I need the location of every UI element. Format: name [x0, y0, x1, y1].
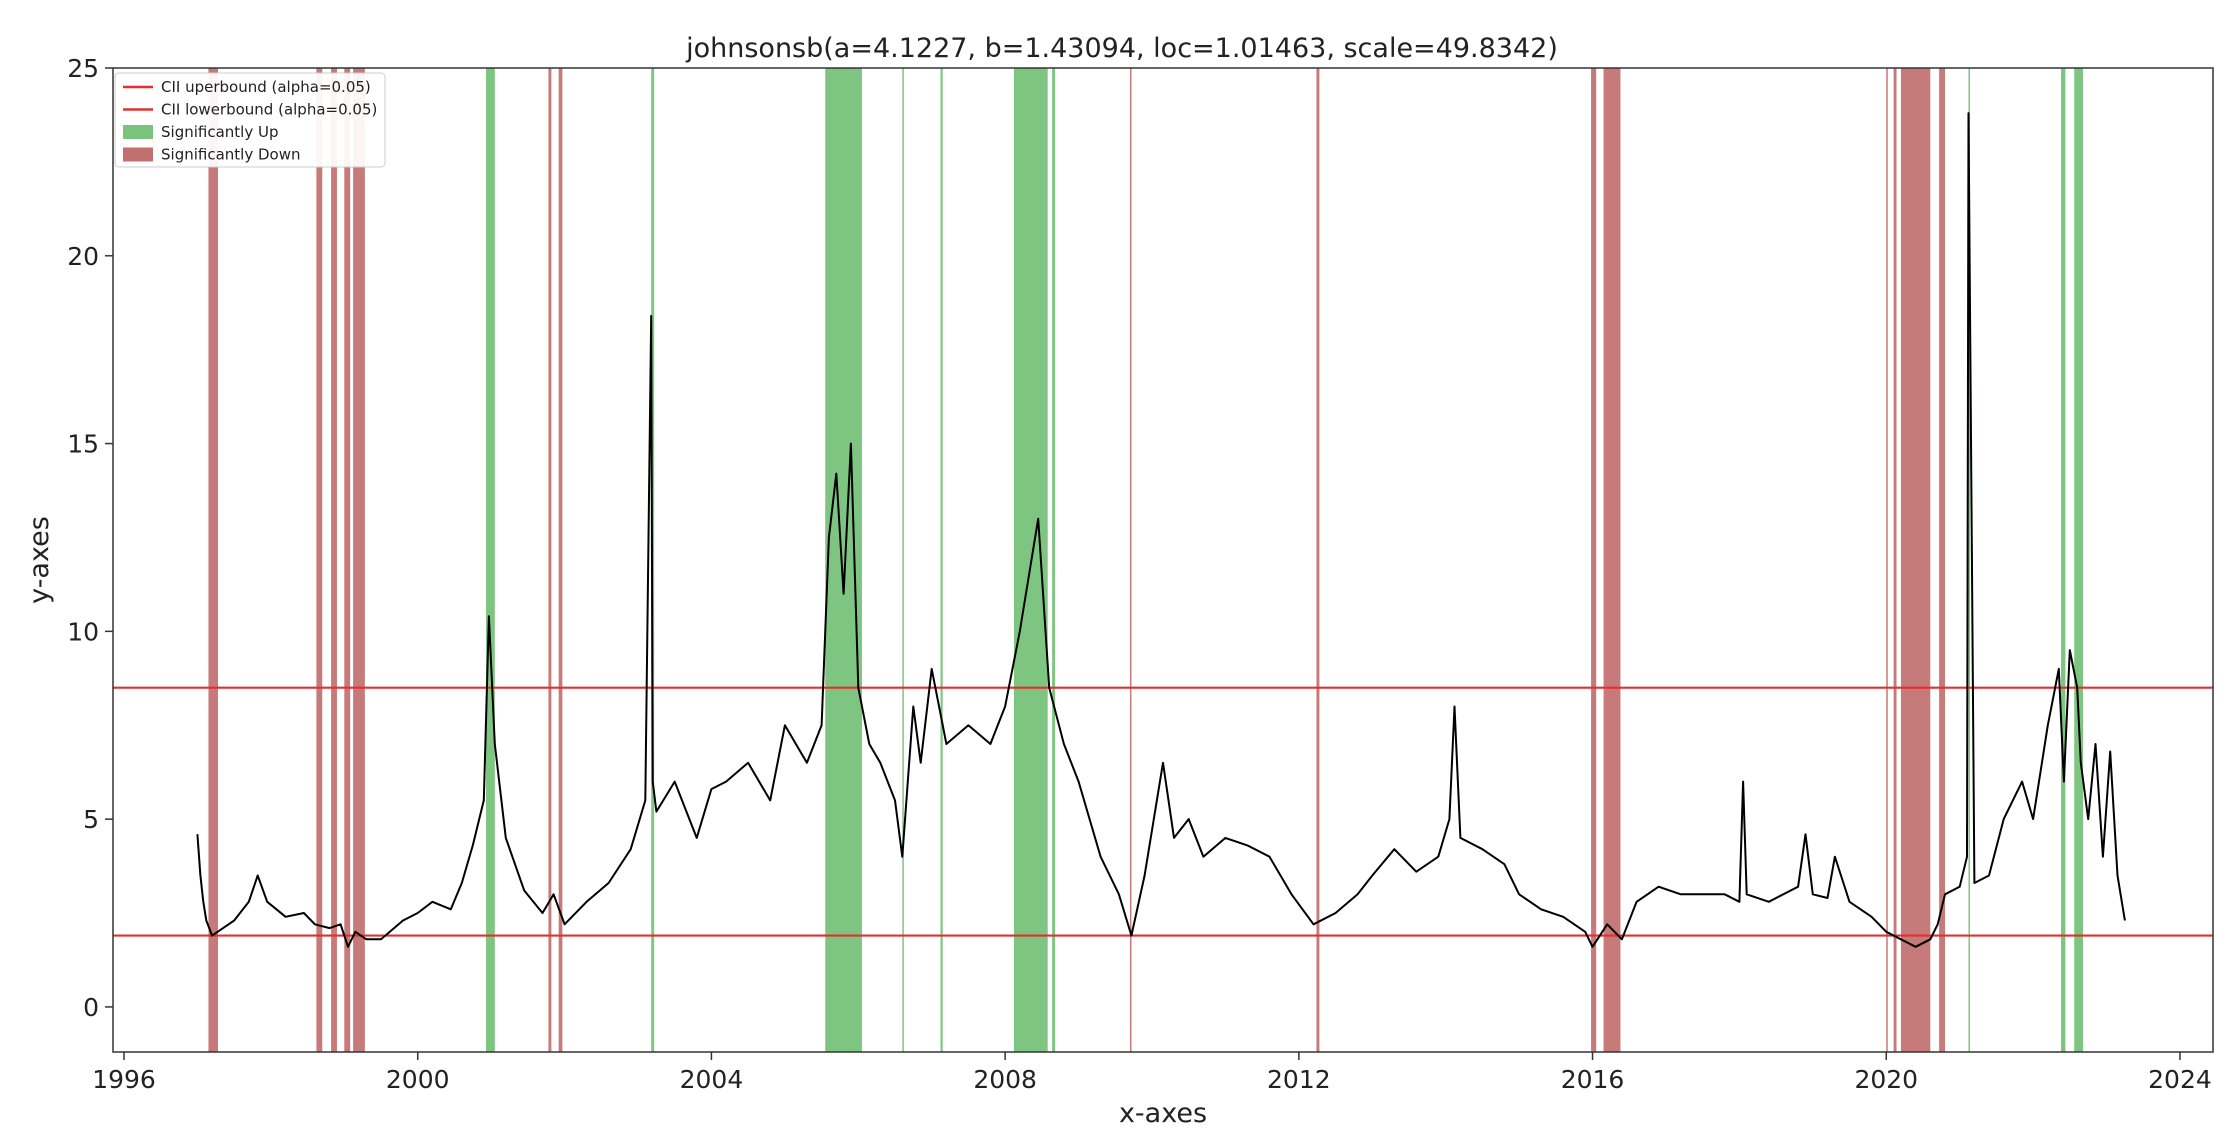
legend: CII uperbound (alpha=0.05) CII lowerbound…: [114, 72, 386, 168]
x-tick-label: 2008: [973, 1065, 1037, 1094]
span-significantly-down: [1591, 68, 1597, 1052]
legend-label: Significantly Down: [161, 146, 300, 164]
highlight-spans: [208, 68, 2084, 1052]
x-tick-label: 2024: [2148, 1065, 2212, 1094]
y-tick-label: 10: [67, 617, 99, 646]
span-significantly-down: [1129, 68, 1132, 1052]
y-tick-label: 0: [83, 993, 99, 1022]
legend-label: CII uperbound (alpha=0.05): [161, 78, 371, 96]
legend-label: CII lowerbound (alpha=0.05): [161, 101, 377, 119]
span-significantly-down: [1939, 68, 1945, 1052]
x-axis: 1996 2000 2004 2008 2012 2016 2020 2024: [92, 1052, 2212, 1094]
series-line: [196, 112, 2126, 948]
y-axis-title: y-axes: [24, 516, 55, 604]
span-significantly-down: [316, 68, 323, 1052]
span-significantly-up: [825, 68, 862, 1052]
span-significantly-down: [353, 68, 365, 1052]
y-tick-label: 25: [67, 54, 99, 83]
span-significantly-down: [1900, 68, 1931, 1052]
legend-box: [114, 72, 386, 168]
span-significantly-up: [486, 68, 495, 1052]
y-axis: 0 5 10 15 20 25: [67, 54, 113, 1022]
span-significantly-up: [1052, 68, 1056, 1052]
span-significantly-down: [331, 68, 337, 1052]
x-tick-label: 2012: [1267, 1065, 1331, 1094]
legend-label: Significantly Up: [161, 123, 278, 141]
series-layer: [196, 112, 2126, 948]
span-significantly-down: [1603, 68, 1621, 1052]
span-significantly-up: [940, 68, 943, 1052]
span-significantly-up: [2061, 68, 2066, 1052]
span-significantly-down: [1886, 68, 1888, 1052]
x-tick-label: 2004: [680, 1065, 744, 1094]
y-tick-label: 20: [67, 242, 99, 271]
span-significantly-up: [1968, 68, 1970, 1052]
span-significantly-down: [558, 68, 563, 1052]
span-significantly-down: [344, 68, 351, 1052]
span-significantly-down: [1893, 68, 1897, 1052]
plot-frame: [112, 67, 2214, 1053]
x-tick-label: 2016: [1561, 1065, 1625, 1094]
y-tick-label: 5: [83, 805, 99, 834]
span-significantly-down: [208, 68, 218, 1052]
legend-swatch: [123, 147, 153, 162]
span-significantly-up: [2074, 68, 2084, 1052]
x-tick-label: 2000: [386, 1065, 450, 1094]
confidence-bound-lines: [113, 686, 2213, 937]
chart-title: johnsonsb(a=4.1227, b=1.43094, loc=1.014…: [685, 33, 1558, 64]
span-significantly-down: [1316, 68, 1320, 1052]
legend-swatch: [123, 125, 153, 139]
span-significantly-down: [548, 68, 552, 1052]
x-axis-title: x-axes: [1119, 1098, 1207, 1129]
x-tick-label: 2020: [1854, 1065, 1918, 1094]
span-significantly-up: [902, 68, 904, 1052]
y-tick-label: 15: [67, 430, 99, 459]
x-tick-label: 1996: [92, 1065, 156, 1094]
